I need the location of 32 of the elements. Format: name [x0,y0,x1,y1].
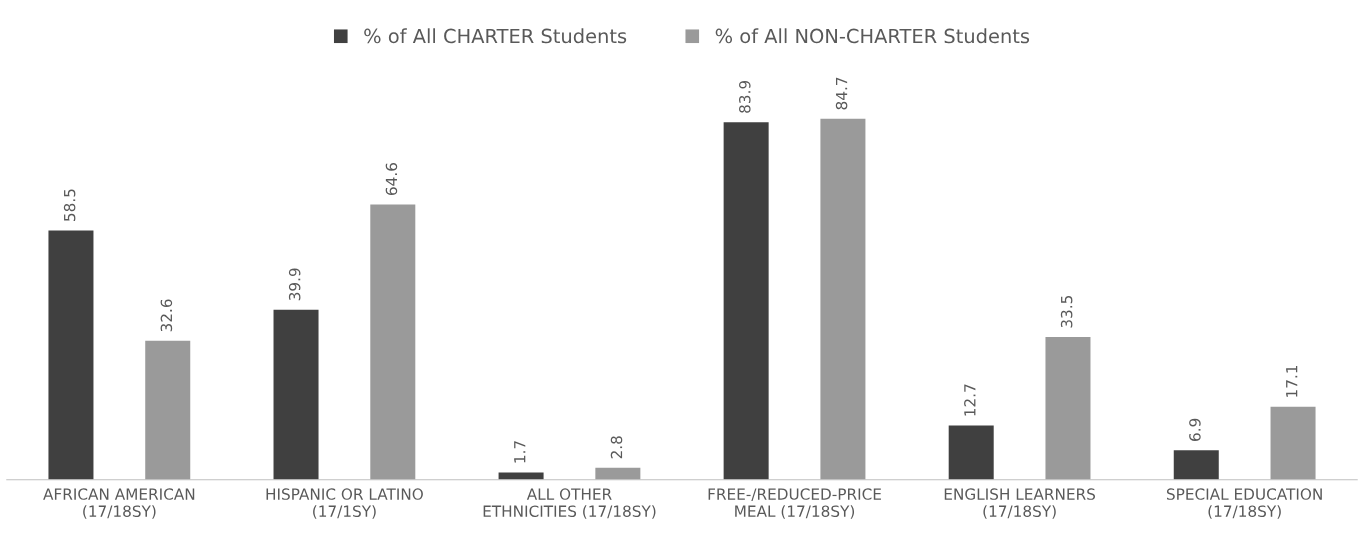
bar [145,340,191,480]
data-label: 17.1 [1286,365,1298,397]
bar [498,472,544,480]
data-label: 6.9 [1189,418,1201,441]
x-tick-label: ENGLISH LEARNERS (17/18SY) [944,488,1096,519]
bar [948,425,994,480]
bar [820,118,866,480]
data-label: 33.5 [1060,295,1073,328]
bar [1173,450,1219,480]
data-label: 64.6 [385,163,398,196]
data-label: 58.5 [63,189,76,221]
bar [1270,406,1316,480]
x-tick-label: FREE-/REDUCED-PRICE MEAL (17/18SY) [708,488,881,519]
x-tick-label: ALL OTHER ETHNICITIES (17/18SY) [483,488,656,519]
bar [273,309,319,480]
data-label: 12.7 [964,384,976,416]
legend-label: % of All NON-CHARTER Students [715,28,1030,44]
data-label: 39.9 [288,268,301,301]
bar [1045,336,1091,480]
data-label: 84.7 [835,77,848,110]
x-tick-label: HISPANIC OR LATINO (17/1SY) [266,488,423,519]
bar [370,204,416,480]
legend-label: % of All CHARTER Students [364,28,627,44]
bar [595,467,641,480]
bar [723,122,769,480]
data-label: 1.7 [514,441,526,463]
data-label: 32.6 [160,299,173,332]
bar [48,230,94,480]
x-tick-label: AFRICAN AMERICAN (17/18SY) [43,488,195,519]
x-tick-label: SPECIAL EDUCATION (17/18SY) [1166,488,1322,519]
data-label: 2.8 [610,436,623,459]
data-label: 83.9 [739,80,751,113]
